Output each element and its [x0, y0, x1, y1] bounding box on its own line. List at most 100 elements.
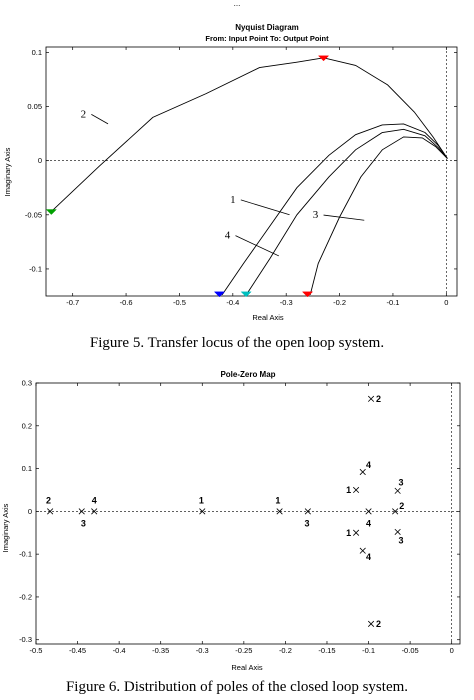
nyquist-xtick-label: -0.5 — [173, 298, 186, 307]
pole-label: 2 — [399, 501, 404, 511]
pole-marker-stroke — [352, 529, 360, 536]
pole-marker — [359, 547, 366, 554]
nyquist-ytick-label: 0 — [38, 156, 42, 165]
pole-marker-stroke — [359, 468, 366, 476]
pole-marker — [276, 508, 283, 515]
pole-marker — [359, 468, 366, 476]
pole-label: 3 — [398, 535, 403, 545]
pole-label: 1 — [346, 528, 351, 538]
figure5-caption: Figure 5. Transfer locus of the open loo… — [90, 335, 384, 351]
pole-zero-ylabel: Imaginary Axis — [1, 503, 10, 552]
pole-marker-stroke — [367, 620, 375, 627]
pole-zero-figure: Pole-Zero Map -0.5 -0.45 -0.4 -0.35 -0.3 -0.2… — [1, 370, 461, 695]
pole-marker-stroke — [78, 508, 85, 515]
pole-zero-ytick-label: 0.3 — [22, 379, 32, 388]
nyquist-xtick-label: -0.1 — [386, 298, 399, 307]
pole-zero-title: Pole-Zero Map — [220, 370, 275, 379]
pole-label: 4 — [366, 552, 371, 562]
nyquist-xlabel: Real Axis — [252, 313, 284, 322]
nyquist-ytick-label: 0.1 — [32, 48, 42, 57]
pole-marker — [352, 529, 360, 536]
header-fragment: ... — [234, 0, 241, 8]
pole-label: 2 — [376, 619, 381, 629]
nyquist-curve-label-leader — [323, 214, 365, 221]
pole-marker — [199, 508, 206, 515]
nyquist-direction-arrow — [301, 291, 314, 298]
nyquist-xtick-label: -0.2 — [333, 298, 346, 307]
nyquist-ytick-label: -0.05 — [25, 210, 42, 219]
pole-label: 3 — [305, 518, 310, 528]
nyquist-ytick-label: 0.05 — [27, 102, 42, 111]
pole-zero-xtick-label: -0.25 — [235, 646, 252, 655]
nyquist-title: Nyquist Diagram — [235, 23, 299, 32]
pole-marker-stroke — [394, 528, 401, 535]
nyquist-plot-area: -0.7 -0.6 -0.5 -0.4 -0.3 -0.2 -0.1 0 -0.1 -0.05 0 0… — [25, 46, 458, 307]
pole-zero-ytick-label: -0.3 — [19, 635, 32, 644]
pole-zero-ytick-label: 0.2 — [22, 421, 32, 430]
nyquist-direction-arrow — [45, 209, 57, 215]
pole-marker-stroke — [352, 486, 360, 494]
pole-zero-xtick-label: -0.2 — [279, 646, 292, 655]
nyquist-curve-3 — [309, 136, 448, 296]
pole-zero-ytick-label: -0.1 — [19, 550, 32, 559]
pole-marker-stroke — [304, 508, 311, 515]
pole-label: 4 — [92, 496, 97, 506]
pole-marker — [78, 508, 85, 515]
pole-zero-plot-area: -0.5 -0.45 -0.4 -0.35 -0.3 -0.25 -0.2 -0.15 -0.1… — [19, 379, 461, 655]
pole-marker — [394, 528, 401, 535]
nyquist-ylabel: Imaginary Axis — [3, 147, 12, 196]
nyquist-curve-label-leader — [91, 114, 109, 125]
pole-zero-ytick-label: 0.1 — [22, 464, 32, 473]
pole-label: 1 — [199, 496, 204, 506]
pole-label: 2 — [376, 394, 381, 404]
pole-marker — [367, 395, 375, 402]
pole-marker — [365, 508, 372, 515]
pole-marker-stroke — [359, 547, 366, 554]
pole-marker-stroke — [91, 508, 98, 515]
pole-zero-xtick-label: -0.1 — [362, 646, 375, 655]
pole-zero-ytick-label: 0 — [28, 507, 32, 516]
nyquist-ytick-label: -0.1 — [29, 264, 42, 273]
pole-marker-stroke — [392, 508, 399, 515]
pole-marker — [392, 508, 399, 515]
nyquist-curve-label: 3 — [313, 209, 319, 221]
nyquist-curve-label: 4 — [225, 230, 231, 242]
pole-label: 3 — [81, 518, 86, 528]
pole-marker — [47, 508, 54, 515]
pole-zero-xtick-label: -0.45 — [69, 646, 86, 655]
nyquist-xtick-label: -0.4 — [226, 298, 239, 307]
pole-marker-stroke — [394, 487, 401, 494]
pole-marker — [394, 487, 401, 494]
pole-marker-stroke — [365, 508, 372, 515]
nyquist-xtick-label: -0.7 — [66, 298, 79, 307]
pole-zero-xtick-label: -0.05 — [402, 646, 419, 655]
nyquist-curve-label: 2 — [81, 108, 87, 120]
pole-marker-stroke — [47, 508, 54, 515]
nyquist-curve-1 — [221, 123, 448, 296]
pole-zero-xtick-label: -0.15 — [318, 646, 335, 655]
pole-marker — [367, 620, 375, 627]
nyquist-xtick-label: -0.3 — [280, 298, 293, 307]
nyquist-curve-2 — [50, 57, 448, 212]
pole-zero-axes-frame — [35, 382, 461, 645]
nyquist-curve-4 — [245, 128, 448, 296]
pole-label: 4 — [366, 460, 371, 470]
pole-label: 4 — [366, 518, 371, 528]
nyquist-curve-label-leader — [240, 199, 290, 216]
nyquist-direction-arrow — [317, 55, 330, 62]
pole-zero-xtick-label: -0.3 — [196, 646, 209, 655]
pole-zero-xlabel: Real Axis — [231, 663, 263, 672]
nyquist-direction-arrow — [240, 291, 252, 298]
pole-zero-ytick-label: -0.2 — [19, 592, 32, 601]
pole-label: 1 — [346, 485, 351, 495]
pole-label: 3 — [398, 477, 403, 487]
figure6-caption: Figure 6. Distribution of poles of the c… — [66, 679, 408, 695]
pole-marker-stroke — [276, 508, 283, 515]
nyquist-subtitle: From: Input Point To: Output Point — [205, 34, 329, 43]
nyquist-axes-frame — [45, 46, 458, 297]
pole-zero-xtick-label: -0.5 — [30, 646, 43, 655]
pole-marker-stroke — [199, 508, 206, 515]
nyquist-curve-label-leader — [235, 235, 280, 257]
